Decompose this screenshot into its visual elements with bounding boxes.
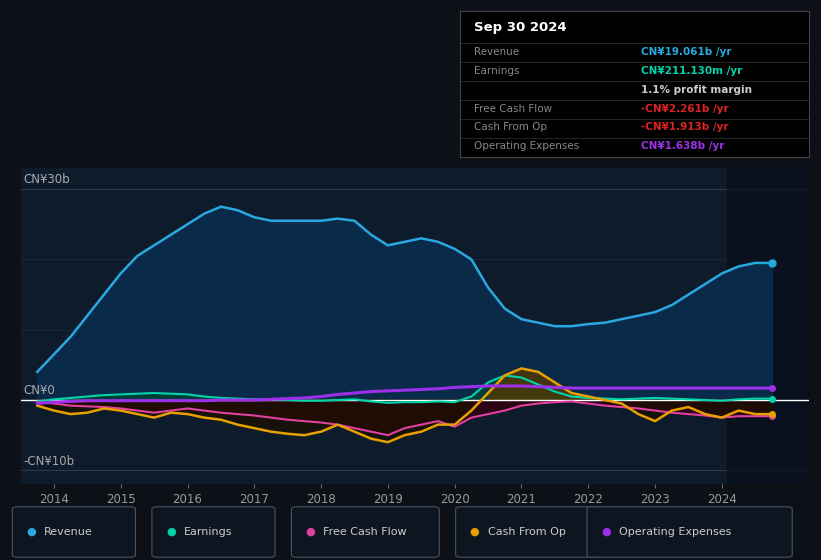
Text: CN¥1.638b /yr: CN¥1.638b /yr: [641, 141, 725, 151]
Text: CN¥0: CN¥0: [23, 384, 55, 397]
Text: Operating Expenses: Operating Expenses: [619, 527, 732, 537]
Text: ●: ●: [26, 527, 36, 537]
Text: -CN¥1.913b /yr: -CN¥1.913b /yr: [641, 123, 729, 133]
Text: Revenue: Revenue: [474, 46, 519, 57]
Text: CN¥30b: CN¥30b: [23, 173, 70, 186]
Text: CN¥211.130m /yr: CN¥211.130m /yr: [641, 66, 742, 76]
Text: 1.1% profit margin: 1.1% profit margin: [641, 85, 752, 95]
Bar: [727, 168, 809, 484]
Text: Earnings: Earnings: [474, 66, 519, 76]
Text: CN¥19.061b /yr: CN¥19.061b /yr: [641, 46, 732, 57]
Text: -CN¥10b: -CN¥10b: [23, 455, 74, 468]
Text: ●: ●: [601, 527, 611, 537]
Text: Free Cash Flow: Free Cash Flow: [323, 527, 407, 537]
Text: Operating Expenses: Operating Expenses: [474, 141, 579, 151]
Text: Cash From Op: Cash From Op: [474, 123, 547, 133]
Text: Free Cash Flow: Free Cash Flow: [474, 104, 552, 114]
Text: ●: ●: [305, 527, 315, 537]
Text: Earnings: Earnings: [184, 527, 232, 537]
Text: Revenue: Revenue: [44, 527, 93, 537]
Text: -CN¥2.261b /yr: -CN¥2.261b /yr: [641, 104, 729, 114]
Text: ●: ●: [166, 527, 176, 537]
Text: ●: ●: [470, 527, 479, 537]
Text: Sep 30 2024: Sep 30 2024: [474, 21, 566, 34]
Text: Cash From Op: Cash From Op: [488, 527, 566, 537]
